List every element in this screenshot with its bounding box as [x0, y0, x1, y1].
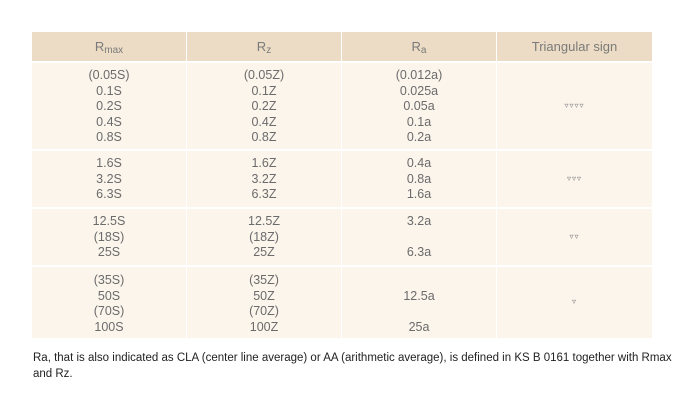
header-rmax: Rmax [32, 32, 186, 61]
table-cell: (70S) [93, 304, 125, 318]
table-cell: (0.05S) [88, 68, 130, 82]
header-ra: Ra [342, 32, 496, 61]
table-cell: 25Z [253, 245, 275, 259]
row2-ra: 0.4a 0.8a 1.6a [342, 156, 496, 203]
table-cell: 0.8Z [251, 130, 277, 144]
row3-rmax: 12.5S (18S) 25S [32, 214, 186, 261]
header-rz: Rz [187, 32, 341, 61]
header-rz-sub: z [266, 45, 272, 56]
row2-rmax: 1.6S 3.2S 6.3S [32, 156, 186, 203]
row-divider [32, 265, 652, 267]
header-ra-base: R [411, 39, 421, 54]
row-divider [32, 207, 652, 209]
table-cell: 1.6S [96, 156, 122, 170]
table-cell: 3.2Z [251, 171, 277, 186]
table-cell: (35S) [93, 273, 125, 287]
table-cell [342, 273, 496, 289]
table-cell: 12.5S [92, 214, 126, 228]
table-cell: 0.2Z [251, 99, 277, 113]
header-ra-sub: a [420, 45, 427, 56]
table-cell: 1.6Z [251, 156, 277, 170]
row1-ra: (0.012a) 0.025a 0.05a 0.1a 0.2a [342, 68, 496, 146]
table-cell: 0.2S [96, 99, 122, 113]
column-divider [496, 32, 497, 338]
table-cell: 0.1S [96, 83, 122, 98]
table-cell: 0.8a [406, 171, 432, 186]
column-divider [186, 32, 187, 338]
table-cell: 0.1Z [251, 83, 277, 98]
triangle-sign-icon: ▿▿▿▿ [564, 101, 585, 110]
table-cell [342, 230, 496, 246]
table-cell: (18S) [93, 229, 125, 244]
table-cell: 50Z [253, 288, 275, 303]
header-rz-base: R [256, 39, 267, 54]
table-cell: 12.5a [403, 288, 435, 303]
table-cell: (0.05Z) [243, 68, 285, 82]
table-cell: 6.3Z [251, 187, 277, 201]
table-cell: 0.1a [406, 114, 432, 129]
row3-ra: 3.2a 6.3a [342, 214, 496, 261]
table-cell: 3.2S [96, 171, 122, 186]
table-cell: 100S [94, 319, 124, 334]
row-divider [32, 149, 652, 151]
table-cell: 25S [97, 245, 121, 259]
table-cell: (70Z) [249, 304, 279, 318]
table-cell [342, 304, 496, 320]
table-cell: 0.05a [403, 99, 435, 113]
table-cell: 0.025a [399, 83, 439, 98]
triangle-sign-icon: ▿▿▿ [566, 174, 583, 183]
roughness-table: Rmax Rz Ra Triangular sign (0.05S) 0.1S … [32, 32, 652, 338]
table-cell: (0.012a) [395, 68, 443, 82]
row4-rmax: (35S) 50S (70S) 100S [32, 273, 186, 335]
table-cell: 0.4Z [251, 114, 277, 129]
table-header [32, 32, 652, 61]
table-cell: 100Z [249, 319, 279, 334]
table-cell: 50S [97, 288, 121, 303]
row1-rz: (0.05Z) 0.1Z 0.2Z 0.4Z 0.8Z [187, 68, 341, 146]
table-cell: 0.2a [406, 130, 432, 144]
table-cell: 6.3S [96, 187, 122, 201]
row4-ra: 12.5a 25a [342, 273, 496, 335]
header-rmax-base: R [94, 39, 105, 54]
table-cell: (18Z) [249, 229, 279, 244]
column-divider [341, 32, 342, 338]
table-cell: (35Z) [249, 273, 279, 287]
header-rmax-sub: max [104, 45, 124, 56]
footnote: Ra, that is also indicated as CLA (cente… [33, 352, 672, 380]
table-cell: 6.3a [406, 245, 432, 259]
table-cell: 3.2a [406, 214, 432, 228]
triangle-sign-icon: ▿▿ [569, 232, 580, 241]
table-cell: 1.6a [406, 187, 432, 201]
row2-rz: 1.6Z 3.2Z 6.3Z [187, 156, 341, 203]
table-cell: 0.4S [96, 114, 122, 129]
table-cell: 25a [408, 319, 430, 334]
triangle-sign-icon: ▿ [571, 297, 577, 306]
row3-rz: 12.5Z (18Z) 25Z [187, 214, 341, 261]
table-cell: 0.8S [96, 130, 122, 144]
row1-rmax: (0.05S) 0.1S 0.2S 0.4S 0.8S [32, 68, 186, 146]
row-divider [32, 61, 652, 63]
header-triangular-sign: Triangular sign [531, 39, 618, 54]
table-cell: 12.5Z [248, 214, 280, 228]
row4-rz: (35Z) 50Z (70Z) 100Z [187, 273, 341, 335]
table-cell: 0.4a [406, 156, 432, 170]
